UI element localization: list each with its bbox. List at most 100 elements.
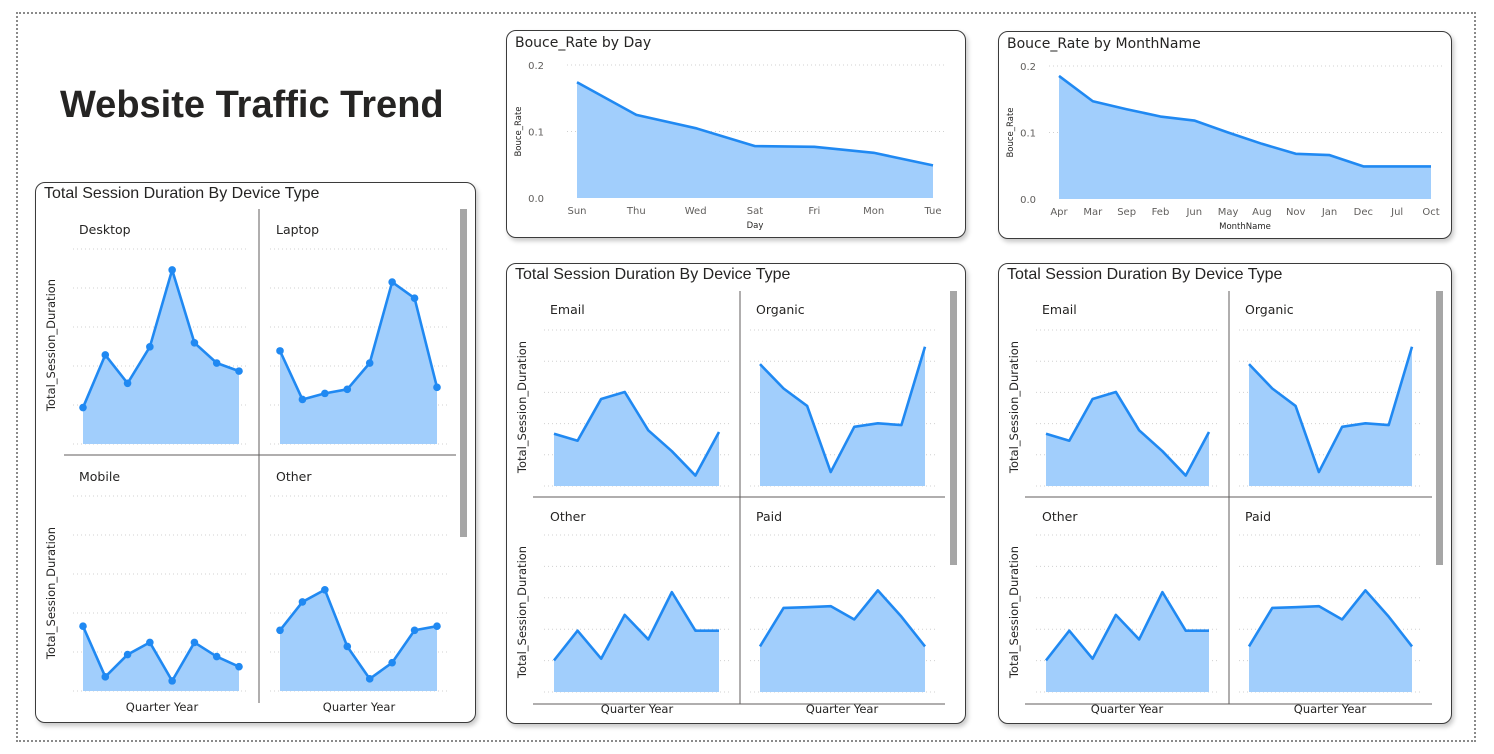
panel-label: Organic [1245,302,1294,317]
panel-label: Organic [756,302,805,317]
bounce-rate-month-card[interactable]: Bouce_Rate by MonthName 0.0 0.1 0.2 Apr Mar S… [998,31,1452,239]
data-point [123,650,132,659]
scrollbar[interactable] [1436,291,1443,565]
series-area-organic [760,346,925,486]
y-tick-label: 0.1 [528,128,544,139]
device-type-card[interactable]: Total Session Duration By Device Type De… [35,182,476,723]
panel-label: Other [1042,509,1078,524]
data-point [101,673,110,681]
panel-label: Email [550,302,585,317]
bounce-rate-month-chart: 0.0 0.1 0.2 Apr Mar Sep Feb Jun May Aug Nov Jan Dec J… [1006,62,1443,232]
data-point [388,278,396,286]
series-line-paid [758,589,927,648]
x-tick-label: Oct [1422,207,1439,218]
x-tick-label: Sep [1117,207,1136,218]
scrollbar[interactable] [950,291,957,565]
data-point [343,642,352,651]
x-tick-label: Mon [863,206,884,217]
y-axis-label: Bouce_Rate [514,106,524,156]
source-chart-1: Email Organic Other Paid Total_Session_Durat… [515,291,945,716]
x-axis-label: Quarter Year [126,700,199,714]
data-point [168,677,176,685]
series-line-organic [759,346,927,474]
data-point [433,622,441,631]
x-tick-label: Jun [1185,207,1202,218]
x-tick-label: Fri [808,206,820,217]
series-line [576,81,934,167]
data-point [235,662,243,671]
data-point [321,389,329,398]
series-line-other [552,590,719,662]
series-area [1059,75,1431,199]
x-axis-label: Quarter Year [1091,702,1164,716]
series-area-desktop [83,269,239,444]
x-tick-label: Jan [1321,207,1337,218]
data-point [410,294,419,303]
series-line-email [553,390,721,477]
y-tick-label: 0.2 [528,61,544,72]
panel-label: Paid [756,509,782,524]
data-point [343,385,352,394]
source-card-2[interactable]: Total Session Duration By Device Type Em… [998,263,1452,724]
data-point [190,338,199,347]
card-title: Total Session Duration By Device Type [1007,266,1283,283]
series-area-other [554,592,719,692]
y-axis-label: Total_Session_Duration [44,279,58,412]
series-line [1058,74,1431,168]
x-axis-label: Quarter Year [601,702,674,716]
x-tick-label: May [1218,207,1239,218]
series-area [577,82,933,198]
series-line-email [1045,390,1211,477]
y-axis-label: Total_Session_Duration [1007,341,1021,474]
x-tick-label: Dec [1354,207,1373,218]
series-area-paid [1249,590,1412,692]
series-line-laptop [278,280,439,401]
card-title: Bouce_Rate by MonthName [1007,36,1201,52]
panel-label: Other [276,469,312,484]
y-tick-label: 0.0 [1020,195,1036,206]
x-axis-label: MonthName [1219,222,1271,232]
source-chart-2: Email Organic Other Paid Total_Session_Durat… [1007,291,1432,716]
card-title: Total Session Duration By Device Type [44,185,320,202]
x-tick-label: Wed [685,206,707,217]
data-point [123,379,132,388]
panel-label: Mobile [79,469,120,484]
card-title: Total Session Duration By Device Type [515,266,791,283]
y-tick-label: 0.2 [1020,62,1036,73]
x-tick-label: Feb [1152,207,1170,218]
panel-label: Laptop [276,222,319,237]
series-area-laptop [280,282,437,444]
data-point [146,343,154,351]
series-line-mobile [81,625,240,683]
x-tick-label: Thu [626,206,646,217]
series-line-desktop [81,268,240,409]
data-point [276,626,284,635]
panel-label: Paid [1245,509,1271,524]
y-axis-label: Bouce_Rate [1006,107,1016,157]
page-border [16,12,1476,742]
x-tick-label: Sun [567,206,586,217]
card-title: Bouce_Rate by Day [515,35,652,51]
x-tick-label: Nov [1286,207,1306,218]
series-area-other [280,589,437,691]
device-type-chart: Desktop Laptop Mobile Other Total_Session_Du… [44,209,456,714]
x-axis-label: Quarter Year [1294,702,1367,716]
bounce-rate-day-card[interactable]: Bouce_Rate by Day 0.0 0.1 0.2 Sun Thu Wed Sat F… [506,30,966,238]
x-tick-label: Jul [1390,207,1403,218]
y-tick-label: 0.1 [1020,129,1036,140]
series-area-mobile [83,626,239,691]
panel-label: Other [550,509,586,524]
data-point [365,675,374,683]
data-point [190,638,199,647]
series-line-other [278,588,438,681]
scrollbar[interactable] [460,209,467,537]
y-axis-label: Total_Session_Duration [44,527,58,660]
x-axis-label: Day [747,221,764,231]
data-point [235,367,243,375]
series-area-other [1046,592,1209,692]
x-tick-label: Tue [923,206,941,217]
source-card-1[interactable]: Total Session Duration By Device Type Em… [506,263,966,724]
data-point [168,266,176,274]
panel-label: Email [1042,302,1077,317]
series-area-organic [1249,346,1412,486]
